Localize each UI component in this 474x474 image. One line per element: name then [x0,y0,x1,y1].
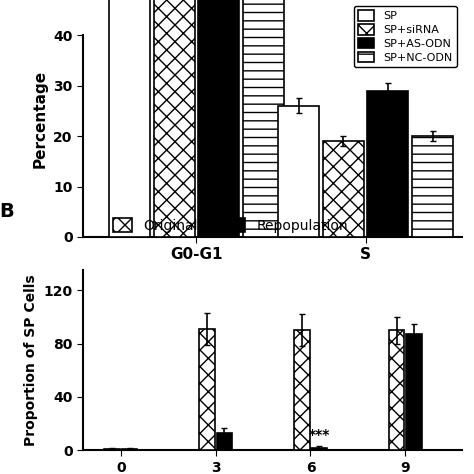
Bar [198,0,239,237]
Bar [294,330,310,450]
Bar [367,91,409,237]
Legend: Original, Repopulation: Original, Repopulation [109,214,352,237]
Bar [154,0,195,237]
Bar [323,141,364,237]
Bar [278,106,319,237]
Bar [104,449,120,450]
Bar [243,0,284,237]
Legend: SP, SP+siRNA, SP+AS-ODN, SP+NC-ODN: SP, SP+siRNA, SP+AS-ODN, SP+NC-ODN [354,6,456,67]
Text: B: B [0,202,14,221]
Bar [406,334,422,450]
Bar [122,449,137,450]
Bar [389,330,404,450]
Y-axis label: Proportion of SP Cells: Proportion of SP Cells [24,274,38,446]
Bar [412,136,453,237]
Bar [109,0,150,237]
Bar [217,433,232,450]
Bar [311,447,327,450]
Text: ***: *** [309,428,330,442]
Bar [199,329,215,450]
Text: *: * [383,59,392,77]
Y-axis label: Percentage: Percentage [33,69,47,168]
